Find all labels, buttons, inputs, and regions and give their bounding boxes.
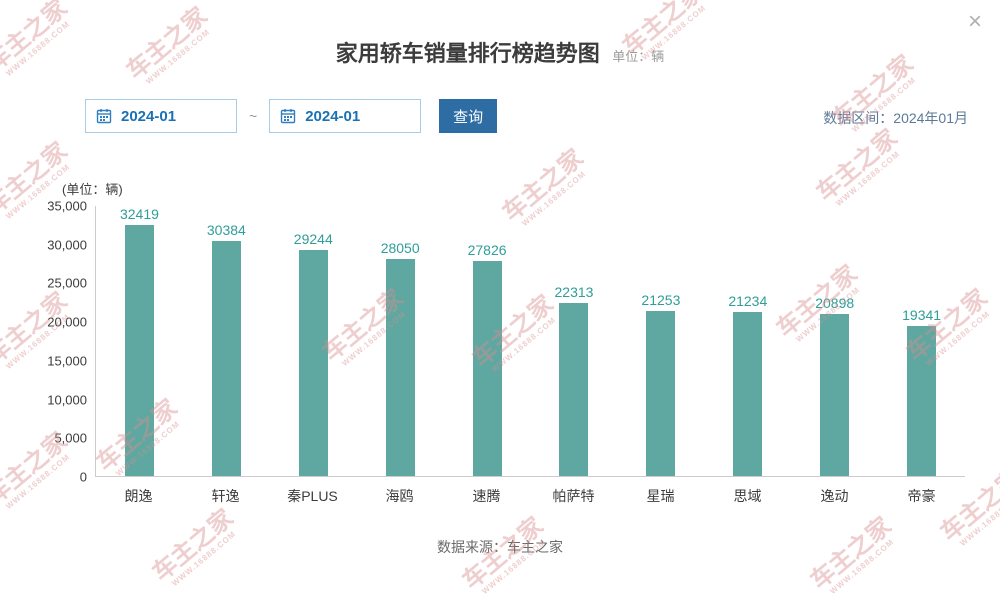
data-range-label: 数据区间：2024年01月 [823,110,968,126]
bar-column: 21234 [704,206,791,476]
query-button[interactable]: 查询 [439,99,498,133]
bar-column: 29244 [270,206,357,476]
bar-column: 21253 [617,206,704,476]
x-axis-label: 逸动 [820,488,849,504]
bar [559,303,589,476]
bar [124,225,154,476]
bar [646,311,676,476]
start-date-value: 2024-01 [121,107,177,125]
bar-value-label: 20898 [815,295,855,312]
calendar-icon [280,108,296,124]
bar [907,326,937,476]
bar-column: 32419 [96,206,183,476]
bar [385,258,415,476]
bar-column: 19341 [878,206,965,476]
bar-column: 22313 [531,206,618,476]
calendar-icon [96,108,112,124]
bar [820,314,850,476]
bar-column: 28050 [357,206,444,476]
bar-chart: 35,000 30,000 25,000 20,000 15,000 10,000 5,00… [47,199,965,506]
bar [472,260,502,476]
watermark: 车主之家 WWW.16888.COM [811,124,903,209]
toolbar: 2024-01 ~ 2024-01 查询 [85,99,498,133]
x-axis-label: 海鸥 [385,488,414,504]
y-tick-label: 0 [79,469,87,485]
bar-value-label: 19341 [902,307,942,324]
bar-value-label: 27826 [467,241,507,258]
x-axis-label: 帝豪 [907,488,936,504]
title-unit-note: 单位：辆 [612,49,665,64]
chart-unit-label: (单位：辆) [62,182,123,197]
end-date-picker[interactable]: 2024-01 [269,99,422,133]
bar-value-label: 32419 [119,206,159,222]
header: 家用轿车销量排行榜趋势图 单位：辆 [0,36,1000,68]
bar-column: 30384 [183,206,270,476]
y-tick-label: 30,000 [47,237,87,253]
y-tick-label: 15,000 [47,353,87,369]
x-axis-label: 速腾 [472,488,501,504]
bar-value-label: 30384 [206,221,246,238]
x-axis: 朗逸 轩逸 秦PLUS 海鸥 速腾 帕萨特 星瑞 思域 逸动 帝豪 [95,477,965,506]
close-icon[interactable]: × [967,8,982,35]
bar-value-label: 29244 [293,230,333,247]
end-date-value: 2024-01 [305,107,361,125]
start-date-picker[interactable]: 2024-01 [85,99,237,133]
x-axis-label: 轩逸 [211,488,240,504]
bar-value-label: 22313 [554,284,594,301]
bar-column: 27826 [444,206,531,476]
data-source-label: 数据来源：车主之家 [437,539,563,555]
y-tick-label: 5,000 [54,430,87,446]
bar [733,311,763,476]
y-tick-label: 20,000 [47,314,87,330]
x-axis-label: 帕萨特 [552,488,595,504]
y-tick-label: 25,000 [47,275,87,291]
bar-value-label: 28050 [380,239,420,256]
bar [298,249,328,476]
date-range-separator: ~ [249,108,258,124]
x-axis-label: 思域 [733,488,762,504]
plot-area: 32419 30384 29244 28050 27826 22313 21253 21234… [95,206,965,477]
bar-column: 20898 [791,206,878,476]
y-tick-label: 35,000 [47,198,87,214]
bar [211,240,241,476]
x-axis-label: 朗逸 [124,488,153,504]
page-title: 家用轿车销量排行榜趋势图 [335,41,600,66]
y-axis: 35,000 30,000 25,000 20,000 15,000 10,000 5,00… [47,199,95,485]
y-tick-label: 10,000 [47,392,87,408]
bar-value-label: 21234 [728,292,768,309]
x-axis-label: 星瑞 [646,488,675,504]
bar-value-label: 21253 [641,292,681,309]
x-axis-label: 秦PLUS [287,488,338,504]
